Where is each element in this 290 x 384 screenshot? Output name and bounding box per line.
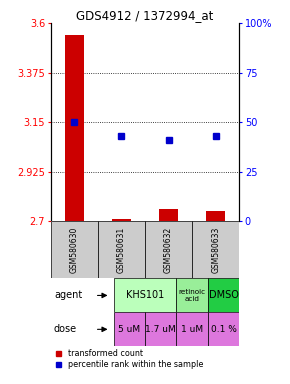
Bar (176, 278, 208, 313)
Bar (98, 221, 145, 278)
Bar (159, 209, 178, 221)
Text: GSM580633: GSM580633 (211, 227, 220, 273)
Bar (112, 218, 131, 221)
Bar (145, 221, 192, 278)
Legend: transformed count, percentile rank within the sample: transformed count, percentile rank withi… (55, 349, 204, 370)
Text: retinoic
acid: retinoic acid (179, 289, 206, 302)
Bar (192, 221, 239, 278)
Text: 5 uM: 5 uM (118, 325, 140, 334)
Bar (114, 313, 145, 346)
Text: 1.7 uM: 1.7 uM (145, 325, 176, 334)
Text: GSM580631: GSM580631 (117, 227, 126, 273)
Bar (65, 35, 84, 221)
Text: 0.1 %: 0.1 % (211, 325, 236, 334)
Bar (114, 278, 176, 313)
Title: GDS4912 / 1372994_at: GDS4912 / 1372994_at (76, 9, 214, 22)
Bar (208, 278, 239, 313)
Bar (51, 221, 98, 278)
Text: agent: agent (54, 290, 82, 300)
Bar (145, 313, 176, 346)
Bar (208, 313, 239, 346)
Text: KHS101: KHS101 (126, 290, 164, 300)
Text: DMSO: DMSO (209, 290, 238, 300)
Text: GSM580632: GSM580632 (164, 227, 173, 273)
Text: 1 uM: 1 uM (181, 325, 203, 334)
Text: dose: dose (54, 324, 77, 334)
Bar (206, 211, 225, 221)
Bar (176, 313, 208, 346)
Text: GSM580630: GSM580630 (70, 227, 79, 273)
